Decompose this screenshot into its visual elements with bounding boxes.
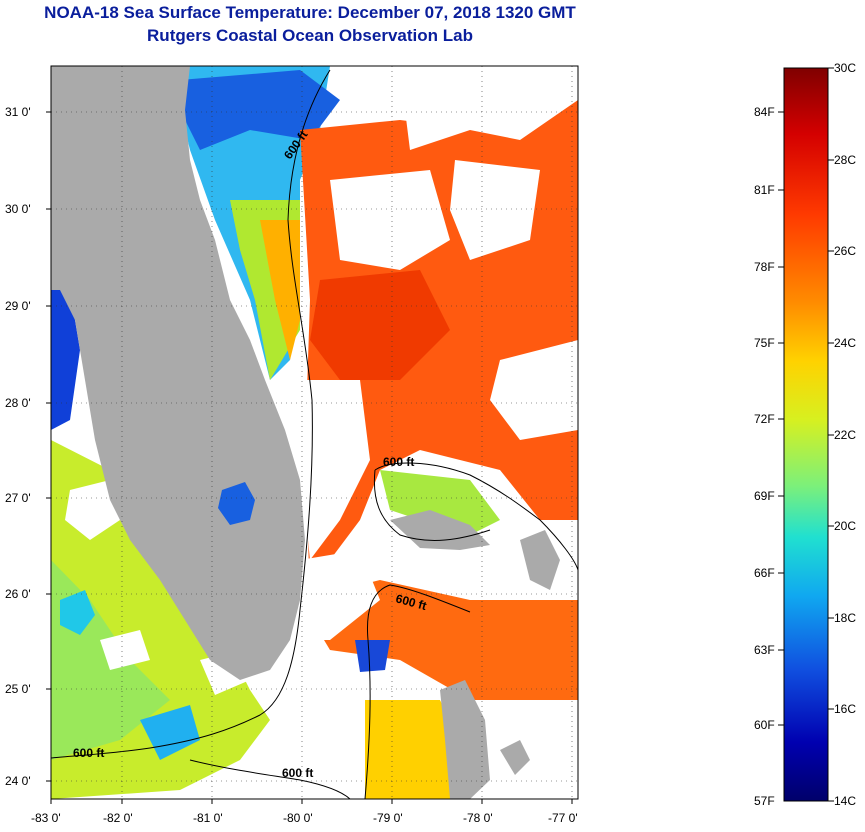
contour-label-keys: 600 ft — [73, 746, 104, 760]
cloud-8 — [250, 700, 365, 799]
atlantic-orange-strip — [260, 220, 300, 360]
contour-600ft-tongue — [373, 469, 491, 541]
lat-label: 26 0' — [5, 587, 31, 601]
contour-600ft-keys — [189, 759, 351, 799]
lat-label: 25 0' — [5, 682, 31, 696]
gulf-patch-cyan — [60, 590, 95, 635]
lon-label: -77 0' — [548, 811, 578, 825]
andros-land — [440, 680, 490, 799]
keys-blue — [355, 640, 390, 672]
colorbar-fahrenheit-label: 69F — [754, 489, 775, 503]
island-bahamas-south — [500, 740, 530, 775]
cloud-1 — [400, 66, 578, 150]
lon-label: -79 0' — [373, 811, 403, 825]
colorbar-celsius-label: 16C — [834, 702, 856, 716]
cloud-10 — [65, 480, 120, 540]
colorbar-fahrenheit-label: 57F — [754, 794, 775, 808]
cloud-3 — [450, 160, 540, 260]
contour-600ft-bahamas — [374, 462, 578, 571]
lat-label: 27 0' — [5, 491, 31, 505]
contour-600ft-atlantic — [51, 69, 331, 759]
lon-label: -78 0' — [463, 811, 493, 825]
cloud-12 — [100, 630, 150, 670]
colorbar-celsius-label: 20C — [834, 519, 856, 533]
map-title: NOAA-18 Sea Surface Temperature: Decembe… — [44, 3, 576, 22]
colorbar-celsius-label: 14C — [834, 794, 856, 808]
colorbar-celsius-label: 28C — [834, 153, 856, 167]
colorbar-ticks — [778, 67, 834, 802]
florida-land — [51, 66, 305, 680]
cloud-6 — [300, 550, 380, 640]
grand-bahama-land — [390, 510, 490, 550]
lon-label: -82 0' — [103, 811, 133, 825]
lat-label: 24 0' — [5, 774, 31, 788]
bahamas-green — [380, 470, 500, 540]
contour-600ft-south — [364, 584, 471, 799]
lake-okeechobee — [218, 482, 255, 525]
colorbar-celsius-label: 18C — [834, 611, 856, 625]
contour-label-bahamas: 600 ft — [383, 455, 414, 469]
lat-label: 29 0' — [5, 299, 31, 313]
colorbar-fahrenheit-label: 84F — [754, 105, 775, 119]
colorbar-fahrenheit-label: 78F — [754, 260, 775, 274]
lat-label: 30 0' — [5, 202, 31, 216]
colorbar-fahrenheit-label: 75F — [754, 336, 775, 350]
gulf-cold-patch — [51, 280, 80, 430]
colorbar-celsius-label: 22C — [834, 428, 856, 442]
cloud-5 — [300, 380, 370, 560]
contour-label-straits: 600 ft — [282, 766, 313, 780]
lat-lon-grid — [51, 66, 578, 799]
colorbar-fahrenheit-label: 72F — [754, 412, 775, 426]
cloud-2 — [330, 170, 450, 270]
gulf-patch-cyan2 — [140, 705, 200, 760]
colorbar-celsius-label: 24C — [834, 336, 856, 350]
colorbar — [783, 67, 829, 802]
map-border — [50, 65, 579, 800]
lon-label: -81 0' — [193, 811, 223, 825]
colorbar-celsius-label: 26C — [834, 244, 856, 258]
lat-label: 31 0' — [5, 105, 31, 119]
cloud-4 — [490, 340, 578, 440]
colorbar-celsius-label: 30C — [834, 61, 856, 75]
abaco-land — [520, 530, 560, 590]
colorbar-fahrenheit-label: 66F — [754, 566, 775, 580]
lon-label: -80 0' — [283, 811, 313, 825]
colorbar-fahrenheit-label: 81F — [754, 183, 775, 197]
map-subtitle: Rutgers Coastal Ocean Observation Lab — [147, 26, 473, 45]
colorbar-fahrenheit-label: 60F — [754, 718, 775, 732]
colorbar-fahrenheit-label: 63F — [754, 643, 775, 657]
lon-label: -83 0' — [31, 811, 61, 825]
axis-ticks — [46, 111, 573, 804]
gulf-stream-red — [310, 270, 450, 380]
lat-label: 28 0' — [5, 396, 31, 410]
